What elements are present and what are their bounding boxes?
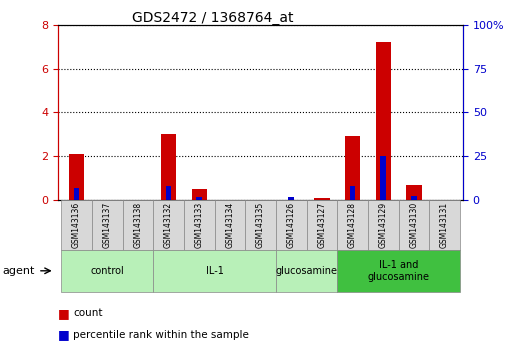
FancyBboxPatch shape (214, 200, 245, 250)
Bar (344, 137, 360, 200)
Text: GSM143138: GSM143138 (133, 202, 142, 248)
Text: GSM143127: GSM143127 (317, 202, 326, 248)
Text: GSM143133: GSM143133 (194, 202, 204, 248)
FancyBboxPatch shape (122, 200, 153, 250)
Bar (349, 186, 355, 200)
Text: GSM143129: GSM143129 (378, 202, 387, 248)
Bar (69, 154, 84, 200)
FancyBboxPatch shape (61, 200, 92, 250)
Text: GSM143136: GSM143136 (72, 202, 81, 248)
FancyBboxPatch shape (275, 250, 337, 292)
FancyBboxPatch shape (306, 200, 337, 250)
Text: GSM143134: GSM143134 (225, 202, 234, 248)
FancyBboxPatch shape (275, 200, 306, 250)
Text: ■: ■ (58, 307, 70, 320)
FancyBboxPatch shape (245, 200, 275, 250)
Text: GSM143130: GSM143130 (409, 202, 418, 248)
Text: count: count (73, 308, 103, 318)
Text: IL-1: IL-1 (205, 266, 223, 276)
Text: control: control (90, 266, 124, 276)
Bar (314, 198, 329, 200)
Text: GSM143132: GSM143132 (164, 202, 173, 248)
FancyBboxPatch shape (183, 200, 214, 250)
Bar (288, 198, 293, 200)
Bar (411, 196, 416, 200)
Bar (196, 198, 201, 200)
FancyBboxPatch shape (61, 250, 153, 292)
FancyBboxPatch shape (337, 250, 459, 292)
Text: GSM143135: GSM143135 (256, 202, 265, 248)
Text: glucosamine: glucosamine (275, 266, 337, 276)
Text: GDS2472 / 1368764_at: GDS2472 / 1368764_at (131, 11, 293, 25)
Text: agent: agent (3, 266, 35, 276)
FancyBboxPatch shape (153, 200, 183, 250)
FancyBboxPatch shape (337, 200, 367, 250)
Text: IL-1 and
glucosamine: IL-1 and glucosamine (367, 260, 429, 282)
FancyBboxPatch shape (398, 200, 428, 250)
Bar (74, 188, 79, 200)
Bar (375, 42, 390, 200)
Bar (191, 189, 207, 200)
Text: GSM143128: GSM143128 (347, 202, 357, 248)
Text: percentile rank within the sample: percentile rank within the sample (73, 330, 249, 339)
Bar (406, 185, 421, 200)
FancyBboxPatch shape (92, 200, 122, 250)
Text: GSM143126: GSM143126 (286, 202, 295, 248)
Text: GSM143131: GSM143131 (439, 202, 448, 248)
Bar (380, 156, 385, 200)
Bar (166, 186, 171, 200)
FancyBboxPatch shape (428, 200, 459, 250)
Text: GSM143137: GSM143137 (103, 202, 112, 248)
FancyBboxPatch shape (367, 200, 398, 250)
Text: ■: ■ (58, 328, 70, 341)
Bar (161, 134, 176, 200)
FancyBboxPatch shape (153, 250, 275, 292)
